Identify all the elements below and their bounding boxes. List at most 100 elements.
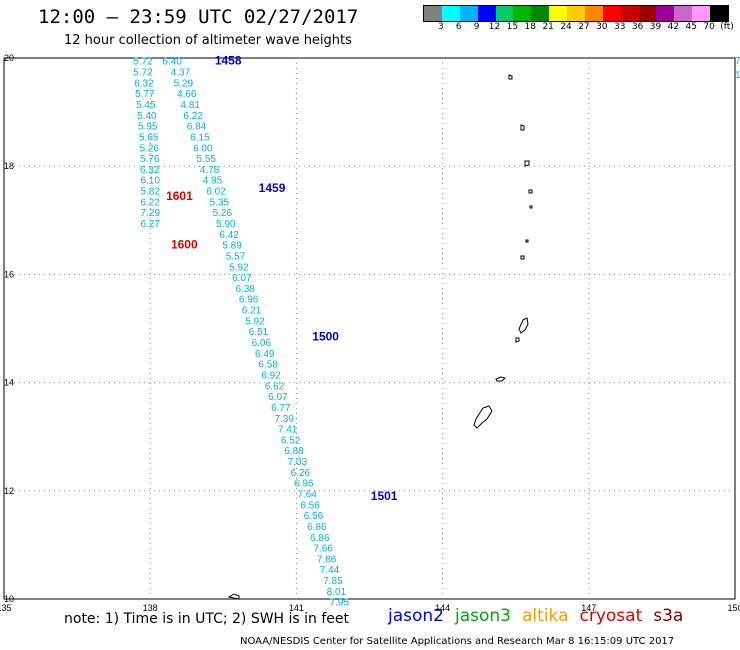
- island-tinian: [515, 337, 520, 343]
- lat-tick-label: 16: [4, 269, 14, 279]
- island-sarigan: [525, 239, 529, 243]
- lon-tick-label: 138: [143, 603, 158, 613]
- swh-value-label: 5.29: [174, 78, 194, 89]
- swh-value-label: 6.58: [258, 360, 278, 371]
- pass-time-label: 1458: [215, 54, 242, 68]
- swh-value-label: 7.66: [313, 544, 333, 555]
- colorbar-swatch-16: [710, 6, 728, 21]
- colorbar-label: 18: [524, 22, 536, 32]
- colorbar-label: 15: [506, 22, 519, 32]
- swh-value-label: 7.39: [274, 414, 294, 425]
- satellite-legend: jason2 jason3 altika cryosat s3a: [388, 606, 694, 626]
- swh-value-label: 5.35: [210, 197, 230, 208]
- swh-value-label: 5.82: [140, 187, 160, 198]
- swh-value-label: 6.86: [307, 522, 327, 533]
- island-alamagan: [529, 205, 533, 209]
- colorbar-label: 3: [438, 22, 444, 32]
- colorbar-label: 42: [667, 22, 680, 32]
- lon-tick-label: 147: [581, 603, 596, 613]
- swh-value-label: 5.40: [137, 111, 157, 122]
- lon-tick-label: 144: [435, 603, 450, 613]
- island-maug: [508, 74, 513, 80]
- lat-tick-label: 20: [4, 53, 14, 63]
- swh-value-label: 6.06: [252, 338, 272, 349]
- swh-value-label: 5.72: [133, 57, 153, 68]
- swh-value-label: 5.55: [197, 154, 217, 165]
- colorbar-label: (ft): [720, 22, 734, 32]
- edge-value-label: 1: [735, 70, 740, 81]
- swh-value-label: 7.64: [297, 490, 317, 501]
- pass-time-label: 1600: [171, 238, 198, 252]
- swh-value-label: 5.26: [213, 208, 233, 219]
- swh-value-label: 8.01: [327, 587, 347, 598]
- wave-height-colorbar: [423, 5, 729, 22]
- colorbar-swatch-5: [513, 6, 532, 21]
- pass-time-label: 1501: [371, 489, 398, 503]
- colorbar-label: 21: [542, 22, 554, 32]
- colorbar-label: 70: [703, 22, 715, 32]
- island-agrihan: [524, 160, 530, 167]
- colorbar-swatch-1: [441, 6, 460, 21]
- colorbar-label: 12: [488, 22, 501, 32]
- swh-value-label: 4.78: [200, 165, 220, 176]
- swh-value-label: 5.92: [229, 262, 249, 273]
- wave-height-points: 6.404.375.294.664.816.226.846.156.005.55…: [133, 57, 349, 609]
- colorbar-label: 6: [455, 22, 462, 32]
- lon-tick-label: 150: [727, 603, 740, 613]
- swh-value-label: 5.26: [139, 143, 159, 154]
- page-subtitle: 12 hour collection of altimeter wave hei…: [64, 33, 352, 48]
- map-frame: [3, 57, 736, 600]
- island-guam: [473, 405, 493, 429]
- edge-labels: 71: [735, 56, 740, 81]
- swh-value-label: 6.02: [206, 187, 226, 198]
- swh-value-label: 4.81: [180, 100, 200, 111]
- colorbar-swatch-9: [584, 6, 603, 21]
- swh-value-label: 6.32: [140, 165, 160, 176]
- swh-value-label: 5.90: [216, 219, 236, 230]
- swh-value-label: 6.21: [242, 306, 262, 317]
- legend-item-cryosat: cryosat: [579, 606, 643, 626]
- swh-value-label: 7.86: [317, 554, 337, 565]
- swh-value-label: 6.07: [232, 273, 252, 284]
- colorbar-label: 36: [631, 22, 644, 32]
- swh-value-label: 5.95: [138, 122, 158, 133]
- swh-value-label: 6.00: [193, 143, 213, 154]
- footnote: note: 1) Time is in UTC; 2) SWH is in fe…: [64, 611, 350, 627]
- island-pagan: [528, 189, 533, 194]
- swh-value-label: 6.07: [268, 392, 288, 403]
- swh-value-label: 4.95: [203, 176, 223, 187]
- pass-time-labels: 1458 1459 1601 1600 1500 1501: [166, 54, 398, 504]
- lat-tick-label: 12: [4, 486, 14, 496]
- swh-value-label: 5.57: [226, 251, 246, 262]
- lon-tick-label: 135: [0, 603, 12, 613]
- swh-value-label: 6.56: [304, 511, 324, 522]
- swh-value-label: 6.84: [187, 122, 207, 133]
- swh-value-label: 7.44: [320, 565, 340, 576]
- swh-value-label: 6.51: [249, 327, 269, 338]
- swh-value-label: 6.77: [271, 403, 291, 414]
- pass-time-label: 1459: [259, 181, 286, 195]
- swh-value-label: 6.96: [294, 479, 314, 490]
- colorbar-swatch-12: [638, 6, 657, 21]
- swh-value-label: 6.42: [219, 230, 239, 241]
- page-title: 12:00 – 23:59 UTC 02/27/2017: [38, 6, 359, 28]
- swh-value-label: 4.66: [177, 89, 197, 100]
- swh-value-label: 6.56: [300, 500, 320, 511]
- colorbar-swatch-15: [692, 6, 710, 21]
- colorbar-swatch-13: [656, 6, 675, 21]
- pass-time-label: 1500: [312, 330, 339, 344]
- swh-value-label: 6.40: [162, 57, 182, 68]
- swh-value-label: 6.32: [134, 78, 154, 89]
- colorbar-swatch-11: [620, 6, 639, 21]
- swh-value-label: 5.45: [136, 100, 156, 111]
- lon-tick-label: 141: [289, 603, 304, 613]
- colorbar-swatch-10: [602, 6, 621, 21]
- swh-value-label: 6.86: [310, 533, 330, 544]
- island-saipan: [518, 317, 529, 334]
- edge-value-label: 7: [735, 56, 740, 67]
- island-rota: [495, 376, 506, 382]
- swh-value-label: 6.88: [284, 446, 304, 457]
- lat-tick-label: 14: [4, 378, 14, 388]
- lat-tick-label: 18: [4, 161, 14, 171]
